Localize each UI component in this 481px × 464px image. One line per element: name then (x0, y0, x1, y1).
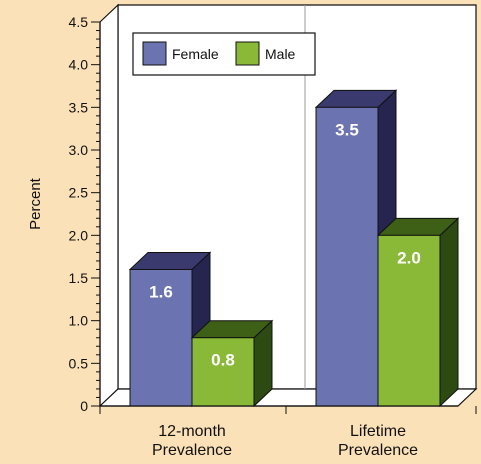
data-label: 2.0 (397, 248, 421, 267)
y-tick-label: 0.5 (69, 355, 89, 371)
legend-label-male: Male (265, 46, 296, 62)
y-tick-label: 4.0 (69, 57, 89, 73)
x-category-label: 12-month Prevalence (152, 423, 232, 459)
y-tick-label: 4.5 (69, 14, 89, 30)
y-tick-label: 2.0 (69, 227, 89, 243)
y-axis-label: Percent (27, 177, 44, 230)
legend-swatch-female (142, 41, 167, 66)
data-label: 0.8 (211, 351, 235, 370)
y-tick-label: 1.5 (69, 270, 89, 286)
y-tick-label: 3.0 (69, 142, 89, 158)
bar-front (377, 234, 441, 407)
bar-side (439, 217, 459, 408)
bars: 1.6 0.8 3.5 2.0 (128, 89, 460, 408)
y-tick-label: 3.5 (69, 99, 89, 115)
bar-male-0: 0.8 (190, 319, 274, 408)
legend-label-female: Female (172, 46, 219, 62)
data-label: 1.6 (149, 282, 173, 301)
data-label: 3.5 (335, 120, 359, 139)
x-category-label: Lifetime Prevalence (338, 423, 418, 459)
bar-front (129, 268, 193, 407)
y-axis: 0 0.5 1.0 1.5 2.0 2.5 3.0 3.5 4.0 4.5 (69, 14, 101, 414)
legend-swatch-male (235, 41, 260, 66)
bar-front (315, 106, 379, 407)
y-tick-label: 0 (80, 398, 88, 414)
bar-male-1: 2.0 (376, 217, 460, 408)
y-tick-label: 2.5 (69, 185, 89, 201)
y-tick-label: 1.0 (69, 313, 89, 329)
x-axis: 12-month Prevalence Lifetime Prevalence (99, 405, 477, 459)
chart-left-wall (99, 3, 119, 408)
bar-front (191, 337, 255, 407)
bar-female-1: 3.5 (314, 89, 398, 408)
legend: Female Male (132, 32, 316, 76)
